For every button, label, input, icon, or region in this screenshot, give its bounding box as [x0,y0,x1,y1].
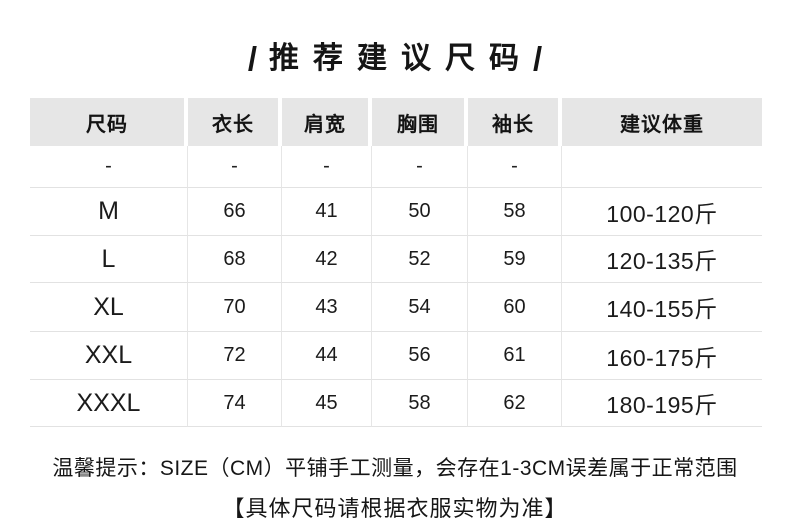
page-title: / 推荐建议尺码/ [0,33,790,78]
cell-size: L [30,236,188,283]
cell-length: 66 [188,188,282,236]
cell-shoulder: 45 [282,380,372,427]
cell-sleeve: - [468,146,562,188]
cell-bust: 52 [372,236,468,283]
cell-sleeve: 60 [468,283,562,332]
cell-length: 74 [188,380,282,427]
size-table: 尺码 衣长 肩宽 胸围 袖长 建议体重 - - - - - M 66 41 50… [30,98,762,427]
cell-size: XXXL [30,380,188,427]
cell-length: - [188,146,282,188]
header-col-sleeve: 袖长 [468,98,562,146]
cell-size: XXL [30,332,188,380]
cell-weight: 180-195斤 [562,380,762,427]
cell-weight: 120-135斤 [562,236,762,283]
note-disclaimer: 【具体尺码请根据衣服实物为准】 [222,496,568,521]
cell-sleeve: 58 [468,188,562,236]
cell-shoulder: 41 [282,188,372,236]
header-col-size: 尺码 [30,98,188,146]
cell-bust: 58 [372,380,468,427]
cell-size: M [30,188,188,236]
title-left-slash: / [247,40,257,77]
cell-size: - [30,146,188,188]
header-col-length: 衣长 [188,98,282,146]
cell-shoulder: - [282,146,372,188]
cell-shoulder: 44 [282,332,372,380]
cell-sleeve: 59 [468,236,562,283]
note-measurement-tip: 温馨提示：SIZE（CM）平铺手工测量，会存在1-3CM误差属于正常范围 [52,457,738,480]
cell-weight: 100-120斤 [562,188,762,236]
cell-length: 72 [188,332,282,380]
cell-shoulder: 42 [282,236,372,283]
cell-bust: 54 [372,283,468,332]
footer-notes: 温馨提示：SIZE（CM）平铺手工测量，会存在1-3CM误差属于正常范围 【具体… [0,452,790,523]
page-title-text: 推荐建议尺码 [269,42,533,75]
cell-bust: 56 [372,332,468,380]
header-col-weight: 建议体重 [562,98,762,146]
cell-bust: - [372,146,468,188]
cell-sleeve: 62 [468,380,562,427]
cell-size: XL [30,283,188,332]
title-right-slash: / [533,40,543,77]
header-col-shoulder: 肩宽 [282,98,372,146]
cell-length: 70 [188,283,282,332]
cell-bust: 50 [372,188,468,236]
cell-sleeve: 61 [468,332,562,380]
header-col-bust: 胸围 [372,98,468,146]
cell-shoulder: 43 [282,283,372,332]
cell-length: 68 [188,236,282,283]
cell-weight: 160-175斤 [562,332,762,380]
cell-weight: 140-155斤 [562,283,762,332]
cell-weight [562,146,762,188]
